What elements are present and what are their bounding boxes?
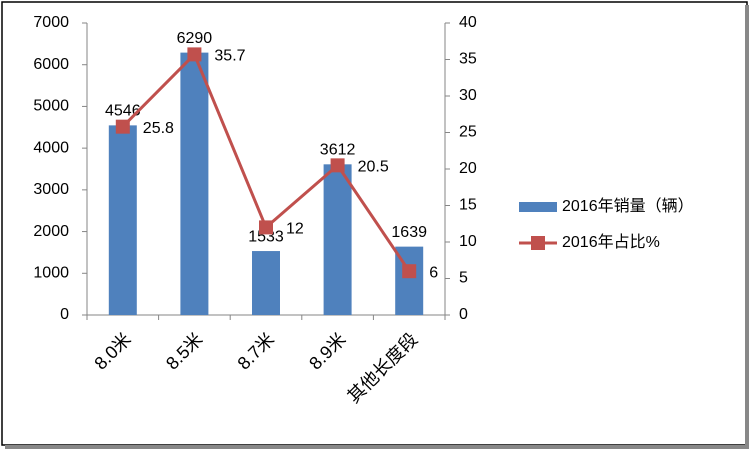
line-marker bbox=[330, 158, 345, 173]
y-tick-label: 2000 bbox=[33, 223, 69, 240]
y-tick-label: 5000 bbox=[33, 98, 69, 115]
y2-tick-label: 20 bbox=[459, 160, 477, 177]
bar-value-label: 1533 bbox=[248, 228, 284, 245]
bar-value-label: 6290 bbox=[177, 30, 213, 47]
y-tick-label: 1000 bbox=[33, 265, 69, 282]
line-marker bbox=[187, 47, 202, 62]
line-value-label: 25.8 bbox=[143, 120, 174, 137]
y2-tick-label: 15 bbox=[459, 197, 477, 214]
bar bbox=[180, 52, 209, 316]
legend-label: 2016年占比% bbox=[562, 233, 660, 251]
line-marker bbox=[402, 264, 417, 279]
line-value-label: 20.5 bbox=[358, 159, 389, 176]
y-tick-label: 4000 bbox=[33, 139, 69, 156]
y-tick-label: 0 bbox=[60, 306, 69, 323]
y2-tick-label: 0 bbox=[459, 306, 468, 323]
y2-tick-label: 25 bbox=[459, 124, 477, 141]
y2-tick-label: 35 bbox=[459, 51, 477, 68]
legend-swatch bbox=[531, 236, 545, 250]
line-value-label: 35.7 bbox=[214, 48, 245, 65]
y2-tick-label: 5 bbox=[459, 270, 468, 287]
line-marker bbox=[259, 220, 273, 235]
line-value-label: 6 bbox=[429, 264, 438, 281]
y-tick-label: 3000 bbox=[33, 181, 69, 198]
y-tick-label: 6000 bbox=[33, 56, 69, 73]
bar bbox=[252, 251, 280, 315]
bar-value-label: 4546 bbox=[105, 103, 141, 120]
y2-tick-label: 30 bbox=[459, 87, 477, 104]
line-value-label: 12 bbox=[286, 221, 304, 238]
y2-tick-label: 40 bbox=[459, 14, 477, 31]
bar-value-label: 1639 bbox=[391, 224, 427, 241]
legend-label: 2016年销量（辆） bbox=[562, 197, 694, 215]
bar bbox=[108, 125, 137, 316]
bar bbox=[323, 164, 352, 315]
legend-swatch bbox=[519, 202, 557, 212]
line-marker bbox=[115, 119, 130, 134]
y-tick-label: 7000 bbox=[33, 14, 69, 31]
y2-tick-label: 10 bbox=[459, 233, 477, 250]
bar-value-label: 3612 bbox=[320, 142, 356, 159]
